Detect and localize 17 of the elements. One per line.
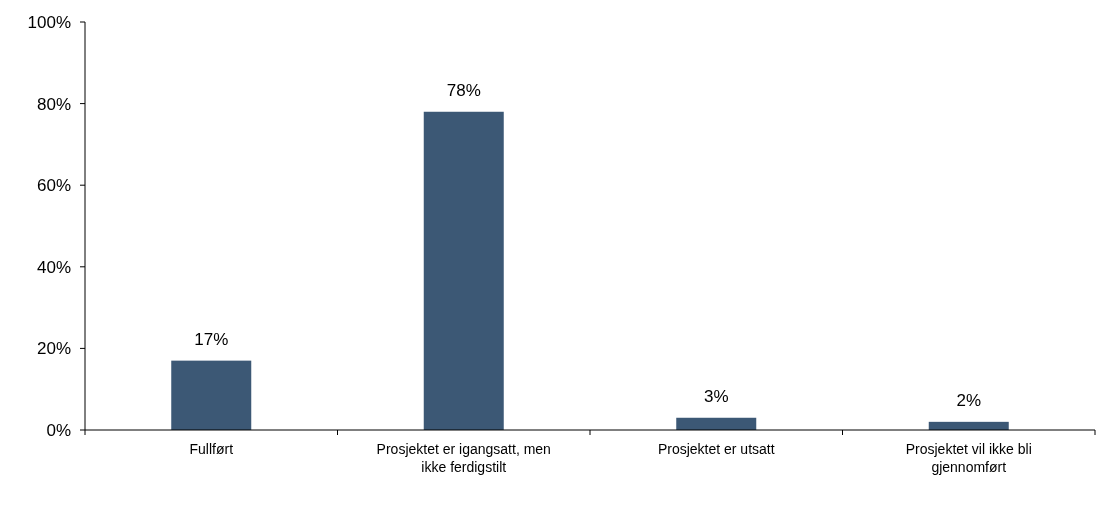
bar <box>676 417 757 430</box>
data-label: 17% <box>194 329 229 349</box>
data-label: 2% <box>956 390 982 410</box>
bar <box>423 111 504 430</box>
y-tick-label: 80% <box>36 94 71 114</box>
x-tick-label: Prosjektet vil ikke bli gjennomført <box>905 441 1032 475</box>
x-tick-label: Prosjektet er igangsatt, men ikke ferdigstilt <box>376 441 551 475</box>
y-tick-label: 0% <box>46 420 71 440</box>
data-label: 3% <box>703 386 729 406</box>
y-tick-label: 60% <box>36 176 71 196</box>
y-tick-label: 100% <box>27 12 71 32</box>
x-tick-label: Prosjektet er utsatt <box>657 441 775 457</box>
x-tick-label: Fullført <box>189 441 234 457</box>
y-tick-label: 40% <box>36 257 71 277</box>
bar <box>171 360 252 430</box>
data-label: 78% <box>446 80 481 100</box>
y-tick-label: 20% <box>36 339 71 359</box>
